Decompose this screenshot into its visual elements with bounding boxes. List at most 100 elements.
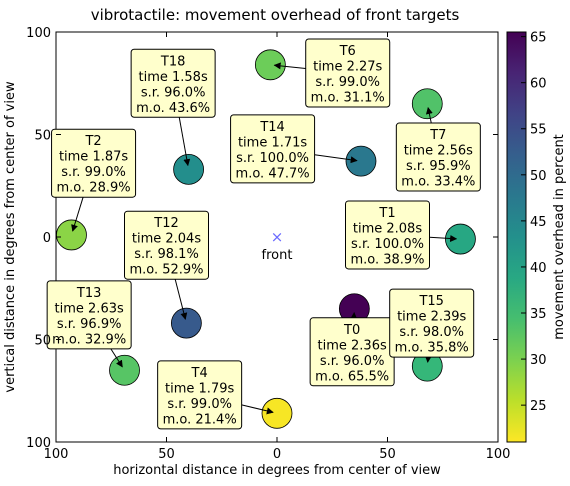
target-time: time 2.04s xyxy=(132,232,201,247)
annotation-box xyxy=(345,200,430,270)
target-movement-overhead: m.o. 43.6% xyxy=(136,101,210,116)
colorbar-tick-label: 55 xyxy=(530,123,547,138)
colorbar-tick-label: 45 xyxy=(530,215,547,230)
target-movement-overhead: m.o. 47.7% xyxy=(236,166,310,181)
colorbar-ticks: 25 30 35 40 45 50 55 60 65 xyxy=(521,31,547,414)
target-time: time 2.08s xyxy=(353,221,422,236)
colorbar-tick-label: 35 xyxy=(530,307,547,322)
colorbar-tick-label: 25 xyxy=(530,399,547,414)
colorbar-tick-label: 65 xyxy=(530,31,547,46)
target-name: T18 xyxy=(160,54,185,69)
target-name: T2 xyxy=(84,134,101,149)
target-success-rate: s.r. 96.0% xyxy=(320,354,385,369)
annotation-box xyxy=(157,360,243,430)
target-movement-overhead: m.o. 33.4% xyxy=(401,175,475,190)
x-tick-label: 100 xyxy=(44,447,69,462)
annotation-box xyxy=(305,38,391,108)
y-tick-label: 100 xyxy=(26,26,51,41)
target-marker-t12 xyxy=(170,307,202,339)
target-movement-overhead: m.o. 31.1% xyxy=(311,91,385,106)
target-name: T14 xyxy=(259,120,284,135)
arrow-t13 xyxy=(110,348,123,368)
annotation-box xyxy=(389,288,475,358)
target-movement-overhead: m.o. 32.9% xyxy=(52,332,126,347)
arrow-t4 xyxy=(241,404,274,415)
target-time: time 2.56s xyxy=(404,144,473,159)
annotation-box xyxy=(124,210,209,280)
y-tick-label: 50 xyxy=(34,334,51,349)
target-time: time 1.87s xyxy=(59,150,128,165)
y-tick-label: 100 xyxy=(26,436,51,451)
annotation-box xyxy=(46,280,132,350)
target-success-rate: s.r. 96.9% xyxy=(57,317,122,332)
target-movement-overhead: m.o. 52.9% xyxy=(129,263,203,278)
target-name: T7 xyxy=(429,128,446,143)
target-marker-t7 xyxy=(411,88,443,120)
colorbar-label: movement overhead in percent xyxy=(552,134,567,340)
colorbar xyxy=(506,31,527,443)
arrow-t14 xyxy=(314,154,358,164)
target-success-rate: s.r. 98.1% xyxy=(134,247,199,262)
annotation-box xyxy=(130,48,216,118)
target-marker-t2 xyxy=(56,219,87,251)
target-name: T4 xyxy=(191,366,208,381)
target-time: time 2.63s xyxy=(55,301,124,316)
target-movement-overhead: m.o. 65.5% xyxy=(315,369,389,384)
target-marker-t13 xyxy=(109,354,140,386)
target-success-rate: s.r. 99.0% xyxy=(315,75,380,90)
arrow-t12 xyxy=(174,279,188,320)
chart-title: vibrotactile: movement overhead of front… xyxy=(91,6,460,24)
x-tick-label: 50 xyxy=(379,447,396,462)
colorbar-tick-label: 30 xyxy=(530,353,547,368)
arrow-t15 xyxy=(424,355,432,363)
x-tick-label: 50 xyxy=(158,447,175,462)
x-tick-label: 100 xyxy=(486,447,511,462)
arrow-t6 xyxy=(273,62,306,70)
center-marker-label: front xyxy=(262,248,293,263)
target-time: time 1.79s xyxy=(165,381,234,396)
target-movement-overhead: m.o. 38.9% xyxy=(350,252,424,267)
x-axis-label: horizontal distance in degrees from cent… xyxy=(113,463,441,478)
target-marker-t14 xyxy=(345,145,377,177)
target-success-rate: s.r. 99.0% xyxy=(167,397,232,412)
target-movement-overhead: m.o. 28.9% xyxy=(57,181,131,196)
target-name: T0 xyxy=(343,323,360,338)
arrow-t7 xyxy=(425,106,433,124)
target-time: time 2.36s xyxy=(318,338,387,353)
target-success-rate: s.r. 96.0% xyxy=(141,85,206,100)
target-success-rate: s.r. 100.0% xyxy=(351,237,424,252)
y-tick-label: 50 xyxy=(34,129,51,144)
target-name: T15 xyxy=(418,294,443,309)
target-success-rate: s.r. 95.9% xyxy=(406,159,471,174)
annotation-box xyxy=(395,122,481,192)
target-name: T1 xyxy=(378,206,395,221)
colorbar-tick-label: 60 xyxy=(530,77,547,92)
target-success-rate: s.r. 100.0% xyxy=(236,151,309,166)
colorbar-tick-label: 50 xyxy=(530,169,547,184)
target-marker-t18 xyxy=(173,153,205,185)
y-axis-label: vertical distance in degrees from center… xyxy=(3,81,18,393)
target-name: T6 xyxy=(339,44,356,59)
target-time: time 1.58s xyxy=(139,70,208,85)
target-movement-overhead: m.o. 21.4% xyxy=(163,412,237,427)
arrow-t2 xyxy=(71,197,84,232)
annotation-box xyxy=(51,128,137,198)
target-success-rate: s.r. 99.0% xyxy=(61,165,126,180)
y-tick-label: 0 xyxy=(43,231,51,246)
colorbar-tick-label: 40 xyxy=(530,261,547,276)
center-marker: × xyxy=(271,228,284,246)
target-movement-overhead: m.o. 35.8% xyxy=(395,341,469,356)
target-time: time 1.71s xyxy=(238,135,307,150)
